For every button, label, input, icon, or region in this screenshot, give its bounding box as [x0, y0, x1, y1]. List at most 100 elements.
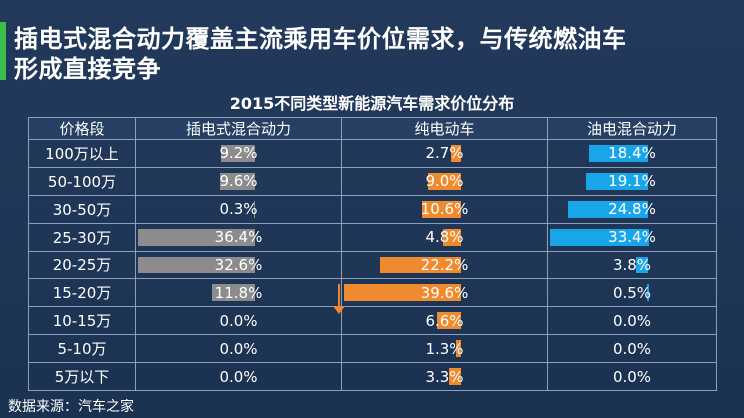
value-bar: [646, 284, 649, 302]
value-cell: 11.8%: [135, 278, 342, 308]
price-range-cell: 5-10万: [28, 334, 136, 363]
value-label: 9.2%: [219, 144, 258, 163]
value-bar: [456, 340, 461, 357]
price-range-cell: 10-15万: [28, 306, 136, 336]
value-label: 32.6%: [214, 255, 263, 274]
value-bar: [436, 312, 461, 330]
value-cell: 0.0%: [135, 362, 342, 391]
value-label: 6.6%: [425, 311, 464, 330]
value-cell: 36.4%: [135, 222, 342, 252]
value-cell: 3.8%: [547, 250, 717, 280]
value-label: 0.0%: [612, 367, 652, 386]
price-distribution-table: 价格段 插电式混合动力 纯电动车 油电混合动力 100万以上 9.2% 2.7% 18…: [28, 117, 717, 391]
data-source: 数据来源：汽车之家: [8, 399, 134, 415]
header-row: 价格段 插电式混合动力 纯电动车 油电混合动力: [28, 117, 717, 140]
value-label: 39.6%: [420, 283, 469, 302]
value-cell: 10.6%: [341, 194, 548, 224]
value-cell: 19.1%: [547, 166, 717, 196]
price-range-cell: 15-20万: [28, 278, 136, 308]
value-cell: 0.0%: [547, 334, 717, 363]
value-label: 10.6%: [420, 200, 469, 219]
value-bar: [588, 145, 649, 162]
table-row: 25-30万 36.4% 4.8% 33.4%: [28, 222, 717, 252]
value-cell: 0.5%: [547, 278, 717, 308]
table-row: 30-50万 0.3% 10.6% 24.8%: [28, 194, 717, 224]
value-bar: [344, 284, 461, 302]
price-range-cell: 5万以下: [28, 362, 136, 391]
value-label: 33.4%: [608, 228, 656, 247]
price-range-cell: 30-50万: [28, 194, 136, 224]
value-label: 0.5%: [612, 283, 652, 302]
slide-headline: 插电式混合动力覆盖主流乘用车价位需求，与传统燃油车 形成直接竞争: [14, 24, 734, 84]
table-row: 50-100万 9.6% 9.0% 19.1%: [28, 166, 717, 196]
value-cell: 0.0%: [547, 306, 717, 336]
value-cell: 32.6%: [135, 250, 342, 280]
value-bar: [379, 256, 461, 274]
value-cell: 18.4%: [547, 139, 717, 168]
value-cell: 3.3%: [341, 362, 548, 391]
table-row: 15-20万 11.8% 39.6% 0.5%: [28, 278, 717, 308]
value-bar: [253, 200, 255, 218]
arrowhead-icon: [333, 306, 345, 314]
value-bar: [586, 172, 649, 190]
value-label: 24.8%: [608, 200, 656, 219]
value-bar: [567, 200, 649, 218]
table-row: 5-10万 0.0% 1.3% 0.0%: [28, 334, 717, 363]
table-row: 5万以下 0.0% 3.3% 0.0%: [28, 362, 717, 391]
value-bar: [221, 145, 255, 162]
value-label: 0.0%: [219, 339, 258, 358]
header-phev: 插电式混合动力: [135, 117, 342, 140]
value-cell: 4.8%: [341, 222, 548, 252]
value-label: 9.6%: [219, 172, 258, 191]
value-cell: 22.2%: [341, 250, 548, 280]
value-label: 4.8%: [425, 228, 464, 247]
value-cell: 0.0%: [135, 306, 342, 336]
value-cell: 6.6%: [341, 306, 548, 336]
title-accent-bar: [0, 22, 6, 80]
value-label: 1.3%: [425, 339, 464, 358]
value-label: 0.0%: [219, 367, 258, 386]
price-range-cell: 50-100万: [28, 166, 136, 196]
value-cell: 0.3%: [135, 194, 342, 224]
value-bar: [211, 284, 255, 302]
value-cell: 9.2%: [135, 139, 342, 168]
headline-line-1: 插电式混合动力覆盖主流乘用车价位需求，与传统燃油车: [14, 25, 627, 53]
value-bar: [443, 228, 461, 246]
value-label: 18.4%: [608, 144, 656, 163]
value-cell: 0.0%: [547, 362, 717, 391]
table-row: 10-15万 0.0% 6.6% 0.0%: [28, 306, 717, 336]
headline-line-2: 形成直接竞争: [14, 55, 161, 83]
value-bar: [451, 145, 461, 162]
value-label: 0.0%: [612, 339, 652, 358]
value-bar: [422, 200, 461, 218]
value-cell: 9.0%: [341, 166, 548, 196]
header-price-range: 价格段: [28, 117, 136, 140]
price-range-cell: 25-30万: [28, 222, 136, 252]
chart-title: 2015不同类型新能源汽车需求价位分布: [229, 94, 515, 113]
value-label: 36.4%: [214, 228, 263, 247]
header-hev: 油电混合动力: [547, 117, 717, 140]
price-range-cell: 100万以上: [28, 139, 136, 168]
value-cell: 24.8%: [547, 194, 717, 224]
value-label: 9.0%: [425, 172, 464, 191]
value-cell: 9.6%: [135, 166, 342, 196]
value-bar: [428, 172, 461, 190]
value-cell: 33.4%: [547, 222, 717, 252]
value-bar: [550, 228, 649, 246]
value-label: 0.0%: [219, 311, 258, 330]
value-label: 22.2%: [420, 255, 469, 274]
value-label: 2.7%: [425, 144, 464, 163]
table-row: 20-25万 32.6% 22.2% 3.8%: [28, 250, 717, 280]
value-bar: [636, 256, 649, 274]
value-label: 3.3%: [425, 367, 464, 386]
value-cell: 0.0%: [135, 334, 342, 363]
value-label: 11.8%: [214, 283, 263, 302]
price-range-cell: 20-25万: [28, 250, 136, 280]
header-bev: 纯电动车: [341, 117, 548, 140]
table-row: 100万以上 9.2% 2.7% 18.4%: [28, 139, 717, 168]
value-cell: 39.6%: [341, 278, 548, 308]
value-bar: [448, 368, 461, 385]
value-label: 19.1%: [608, 172, 656, 191]
value-label: 3.8%: [612, 255, 652, 274]
down-arrow-icon: [338, 284, 340, 310]
